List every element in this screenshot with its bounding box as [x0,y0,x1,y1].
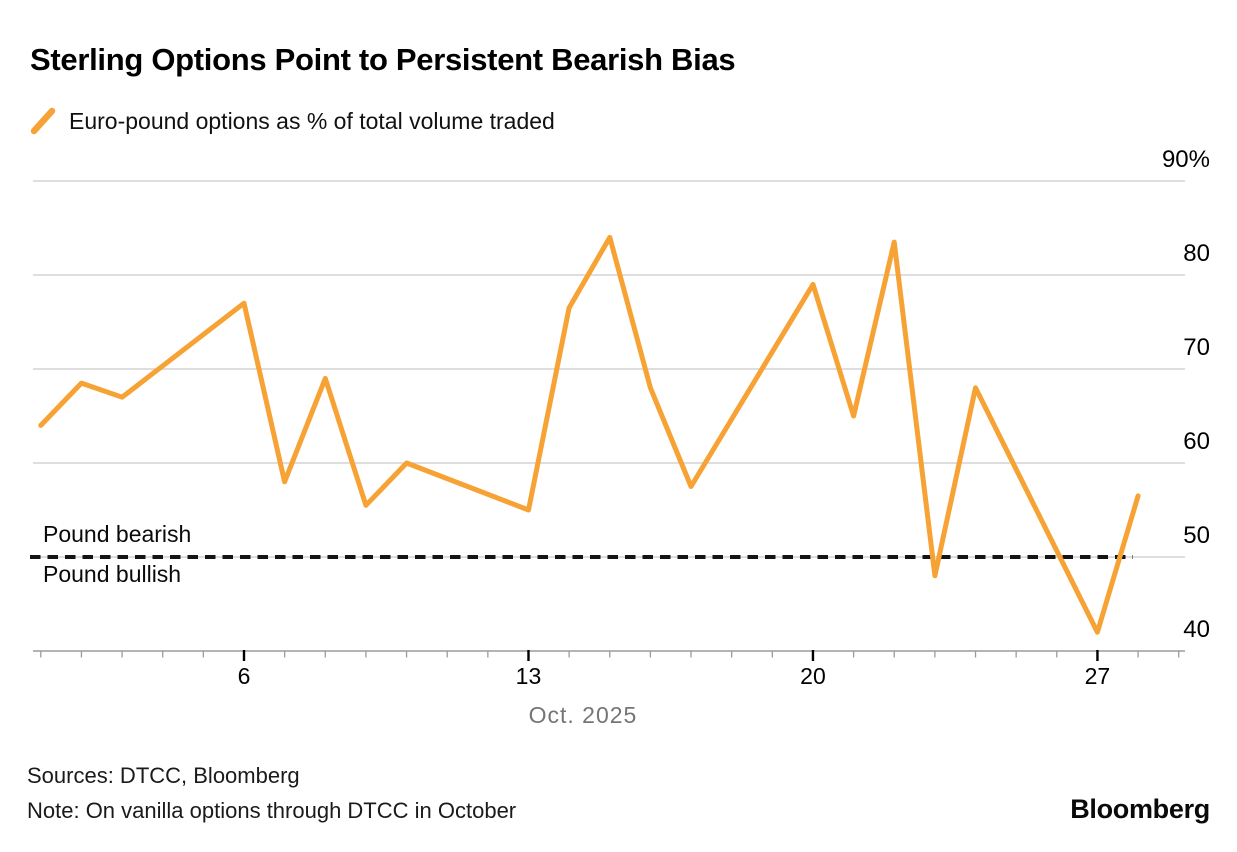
y-axis-tick-label: 70 [1183,334,1210,361]
chart-title: Sterling Options Point to Persistent Bea… [30,42,736,77]
threshold-label-below: Pound bullish [43,561,182,587]
legend: Euro-pound options as % of total volume … [30,104,555,138]
x-axis-month-label: Oct. 2025 [528,702,638,728]
legend-label: Euro-pound options as % of total volume … [69,107,555,134]
y-axis-tick-label: 80 [1183,240,1210,267]
line-chart-plot [30,180,1185,661]
x-axis-tick-label: 27 [1084,663,1111,689]
note-line: Note: On vanilla options through DTCC in… [27,798,517,823]
y-axis-tick-label: 40 [1183,616,1210,643]
series-line [38,234,1141,635]
x-axis-tick-label: 20 [800,663,826,689]
y-axis-tick-label: 50 [1183,522,1210,549]
y-axis-tick-label: 90% [1161,146,1210,173]
y-axis-tick-label: 60 [1183,428,1210,455]
threshold-label-above: Pound bearish [43,521,192,547]
bloomberg-logo: Bloomberg [1070,794,1210,824]
legend-line-swatch-icon [30,107,56,135]
sources-line: Sources: DTCC, Bloomberg [27,763,300,788]
x-axis-tick-label: 13 [515,663,542,689]
x-axis-tick-label: 6 [237,663,251,689]
